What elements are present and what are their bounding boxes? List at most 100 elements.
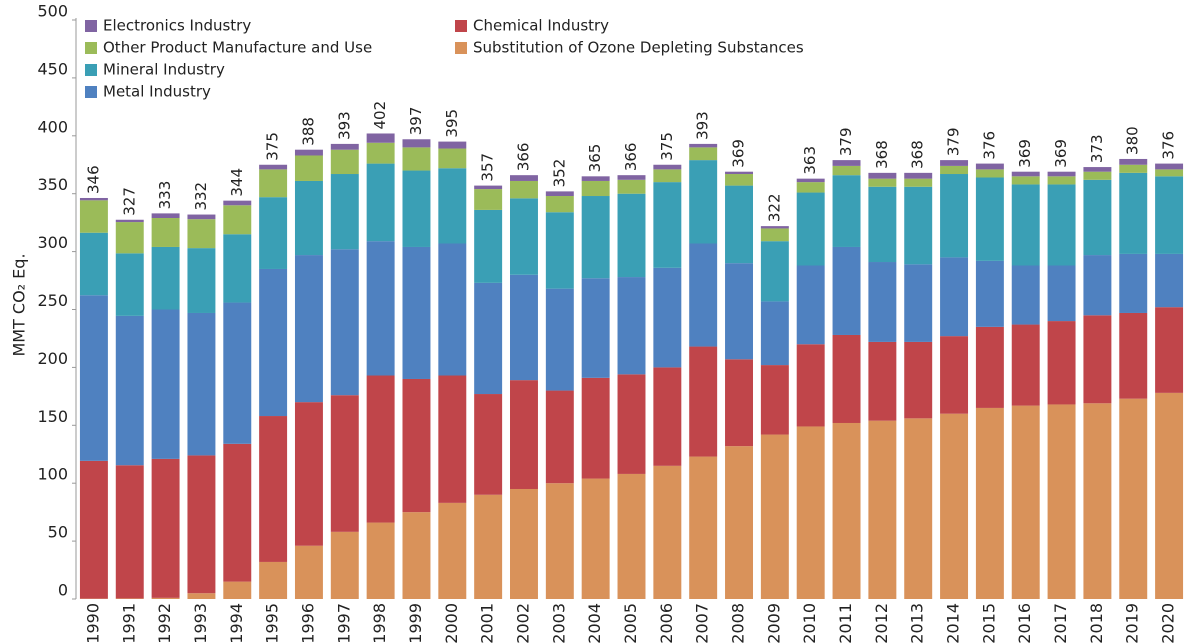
bar-segment bbox=[330, 174, 359, 250]
y-tick-label: 100 bbox=[37, 465, 68, 484]
bar-segment bbox=[1119, 253, 1148, 313]
bar-segment bbox=[545, 483, 574, 599]
total-label: 344 bbox=[228, 168, 246, 197]
bar-segment bbox=[294, 180, 323, 256]
x-tick-label: 1994 bbox=[227, 603, 246, 643]
x-tick-label: 1992 bbox=[155, 603, 174, 643]
bar-segment bbox=[689, 346, 718, 457]
bar-segment bbox=[796, 192, 825, 266]
bar-segment bbox=[975, 407, 1004, 599]
total-label: 333 bbox=[156, 181, 174, 210]
bar-segment bbox=[617, 175, 646, 180]
total-label: 402 bbox=[371, 101, 389, 130]
bar-segment bbox=[868, 178, 897, 187]
bar-segment bbox=[1047, 321, 1076, 405]
y-axis-label: MMT CO₂ Eq. bbox=[10, 253, 29, 356]
bar-segment bbox=[975, 177, 1004, 261]
bar-segment bbox=[187, 219, 216, 249]
total-label: 375 bbox=[264, 132, 282, 161]
y-tick-label: 0 bbox=[58, 581, 68, 600]
bar-segment bbox=[1047, 171, 1076, 177]
bar-segment bbox=[510, 274, 538, 381]
total-label: 369 bbox=[730, 139, 748, 168]
bar-segment bbox=[1119, 164, 1148, 173]
bar-segment bbox=[760, 228, 789, 242]
x-tick-label: 1996 bbox=[298, 603, 317, 643]
y-tick-label: 400 bbox=[37, 117, 68, 136]
bar-segment bbox=[725, 185, 753, 264]
bar-segment bbox=[1083, 255, 1112, 316]
bar-segment bbox=[1011, 324, 1040, 406]
legend-swatch bbox=[85, 42, 97, 54]
total-label: 393 bbox=[335, 111, 353, 140]
total-label: 357 bbox=[479, 153, 497, 182]
bar-segment bbox=[366, 375, 395, 523]
bar-segment bbox=[1119, 172, 1148, 254]
bar-segment bbox=[115, 465, 144, 599]
bar-segment bbox=[115, 219, 144, 223]
bar-segment bbox=[940, 413, 969, 599]
y-tick-label: 150 bbox=[37, 407, 68, 426]
bar-segment bbox=[1047, 404, 1076, 599]
bar-segment bbox=[474, 282, 503, 395]
bar-segment bbox=[330, 143, 359, 150]
bar-segment bbox=[79, 197, 108, 201]
bar-segment bbox=[366, 142, 395, 164]
x-tick-label: 2005 bbox=[621, 603, 640, 643]
bar-segment bbox=[904, 418, 933, 599]
total-label: 352 bbox=[550, 159, 568, 188]
bar-segment bbox=[796, 178, 825, 183]
total-label: 366 bbox=[622, 143, 640, 172]
x-tick-label: 2018 bbox=[1087, 603, 1106, 643]
bar-segment bbox=[1047, 265, 1076, 322]
total-label: 327 bbox=[120, 187, 138, 216]
bar-segment bbox=[868, 341, 897, 421]
bar-segment bbox=[760, 434, 789, 599]
bar-segment bbox=[832, 175, 861, 247]
bar-segment bbox=[115, 315, 144, 466]
bar-segment bbox=[725, 359, 753, 447]
x-tick-label: 2020 bbox=[1159, 603, 1178, 643]
bar-segment bbox=[617, 193, 646, 278]
bar-segment bbox=[438, 148, 467, 169]
bar-segment bbox=[725, 171, 753, 175]
bar-segment bbox=[438, 375, 467, 503]
bar-segment bbox=[510, 488, 538, 599]
bar-segment bbox=[1155, 307, 1184, 393]
bar-segment bbox=[187, 248, 216, 313]
y-tick-label: 250 bbox=[37, 291, 68, 310]
bar-segment bbox=[1011, 176, 1040, 185]
bar-segment bbox=[1083, 179, 1112, 256]
total-label: 388 bbox=[299, 117, 317, 146]
bar-segment bbox=[223, 200, 252, 206]
legend-label: Electronics Industry bbox=[103, 17, 251, 35]
bar-segment bbox=[760, 226, 789, 229]
total-label: 366 bbox=[514, 143, 532, 172]
x-tick-label: 2013 bbox=[908, 603, 927, 643]
y-tick-label: 300 bbox=[37, 233, 68, 252]
legend-swatch bbox=[85, 64, 97, 76]
bar-segment bbox=[510, 198, 538, 275]
x-tick-label: 2002 bbox=[513, 603, 532, 643]
bar-segment bbox=[474, 189, 503, 210]
bar-segment bbox=[115, 253, 144, 316]
bar-segment bbox=[115, 222, 144, 254]
y-tick-label: 500 bbox=[37, 2, 68, 21]
bar-segment bbox=[402, 246, 431, 379]
x-tick-label: 2001 bbox=[478, 603, 497, 643]
bar-segment bbox=[975, 169, 1004, 178]
bar-segment bbox=[653, 169, 682, 183]
bar-segment bbox=[868, 172, 897, 179]
bar-segment bbox=[187, 455, 216, 594]
bar-segment bbox=[940, 257, 969, 337]
bar-segment bbox=[438, 141, 467, 149]
bar-segment bbox=[438, 502, 467, 599]
bar-segment bbox=[187, 214, 216, 220]
total-label: 332 bbox=[192, 182, 210, 211]
x-tick-label: 2014 bbox=[944, 603, 963, 643]
bar-segment bbox=[1047, 176, 1076, 185]
bar-segment bbox=[510, 175, 538, 181]
legend-swatch bbox=[85, 86, 97, 98]
total-label: 368 bbox=[909, 140, 927, 169]
bar-segment bbox=[904, 186, 933, 265]
